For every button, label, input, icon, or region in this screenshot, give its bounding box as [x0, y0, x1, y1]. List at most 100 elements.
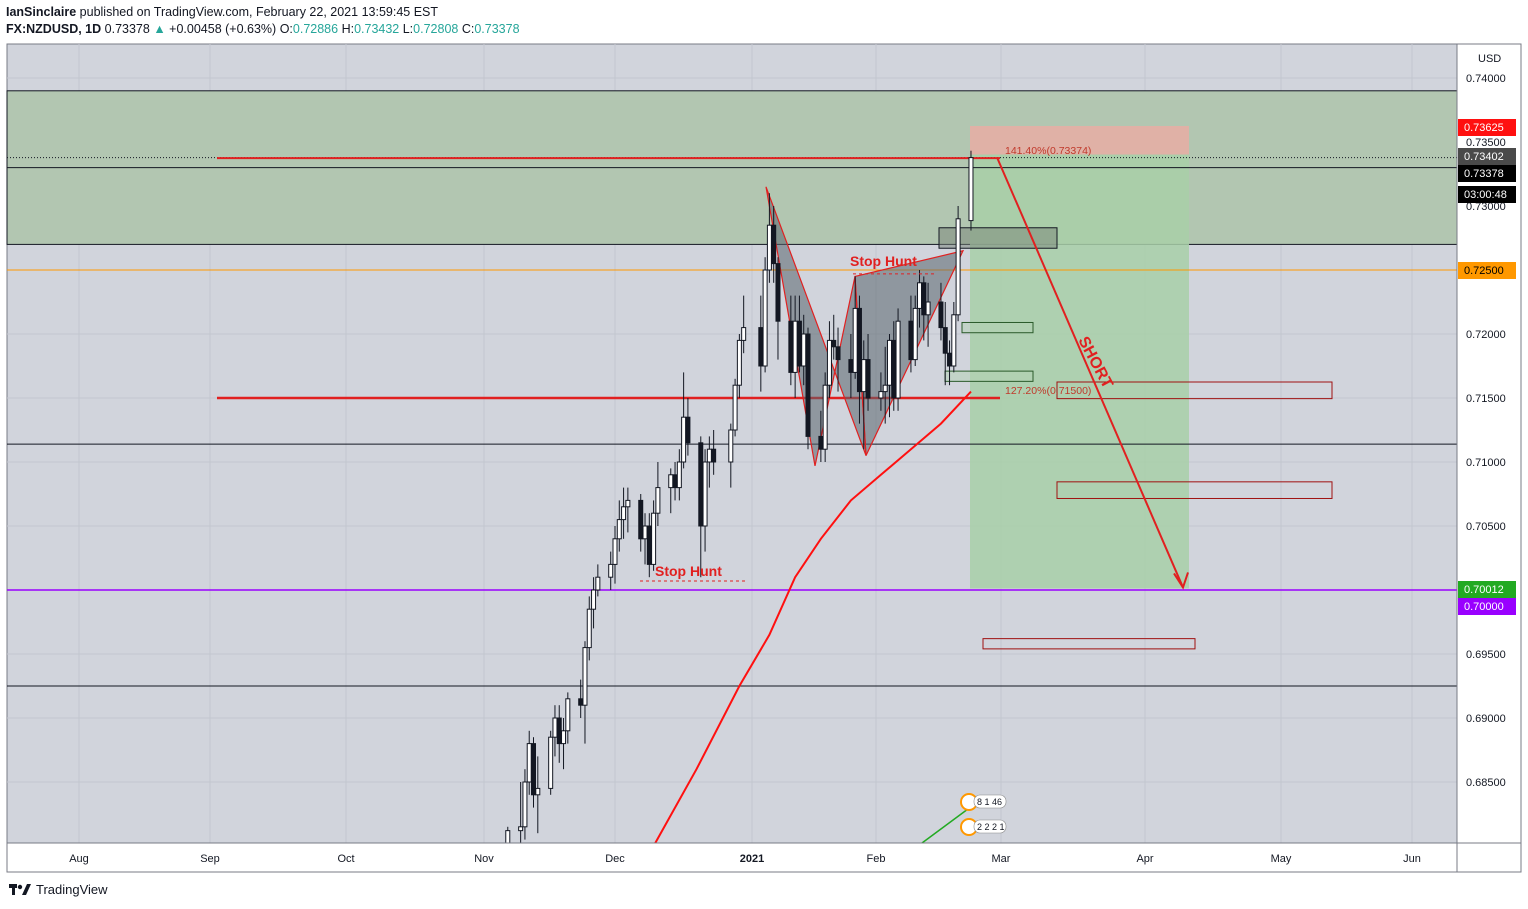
high-label: H:	[341, 22, 355, 36]
fib-1414-label: 141.40%(0.73374)	[1005, 145, 1091, 157]
high-value: 0.73432	[354, 22, 400, 36]
y-tick-label: 0.73000	[1466, 201, 1506, 213]
candle-body	[642, 525, 648, 540]
candle-body	[535, 787, 541, 796]
candle-body	[552, 717, 558, 738]
candle-body	[856, 307, 862, 393]
candle-body	[655, 487, 661, 514]
price-badge-bg	[1458, 165, 1516, 182]
y-tick-label: 0.69500	[1466, 649, 1506, 661]
price-badge-label: 0.72500	[1464, 265, 1504, 277]
price-badge-bg	[1458, 262, 1516, 279]
candle-body	[526, 743, 532, 783]
candle-body	[942, 327, 948, 354]
candle-body	[638, 499, 644, 540]
candle-body	[651, 512, 657, 565]
candle-body	[917, 282, 923, 309]
candle-body	[895, 320, 901, 399]
order-block-upper	[938, 227, 1058, 249]
tradingview-logo-icon	[9, 884, 31, 895]
publisher-name[interactable]: IanSinclaire	[6, 5, 77, 19]
candle-body	[766, 224, 772, 271]
publish-line: IanSinclaire published on TradingView.co…	[6, 4, 520, 21]
price-badge-label: 0.70000	[1464, 601, 1504, 613]
candle-body	[831, 339, 837, 348]
candle-body	[818, 435, 824, 450]
order-block-mid	[961, 321, 1034, 334]
candle-body	[531, 743, 537, 796]
close-label: C:	[461, 22, 475, 36]
moving-average-line	[652, 390, 972, 847]
candle-body	[882, 384, 888, 393]
candle-body	[938, 301, 944, 329]
candle-body	[771, 224, 777, 265]
chart-header: IanSinclaire published on TradingView.co…	[6, 4, 520, 38]
candle-body	[616, 519, 622, 540]
candle-body	[565, 698, 571, 732]
candle-body	[801, 333, 807, 367]
x-tick-label: Jun	[1403, 853, 1421, 865]
candle-body	[518, 826, 524, 832]
candle-body	[646, 525, 652, 565]
candle-body	[835, 346, 841, 361]
candle-body	[548, 736, 554, 789]
order-block-lower	[944, 370, 1034, 382]
candle-body	[625, 499, 631, 508]
y-tick-label: 0.70500	[1466, 521, 1506, 533]
candle-body	[805, 333, 811, 437]
tradingview-brand[interactable]: TradingView	[36, 881, 108, 897]
candle-body	[621, 506, 627, 521]
candles-group	[505, 150, 974, 859]
price-badge-bg	[1458, 598, 1516, 615]
x-tick-label: Mar	[992, 853, 1011, 865]
candle-body	[706, 448, 712, 463]
x-tick-label: 2021	[740, 853, 764, 865]
last-price: 0.73378	[104, 22, 150, 36]
candle-body	[676, 461, 682, 489]
candle-body	[796, 320, 802, 367]
candle-body	[852, 307, 858, 373]
stop-hunt-label-1: Stop Hunt	[850, 253, 917, 269]
candle-body	[711, 448, 717, 463]
price-badge-label: 0.70012	[1464, 584, 1504, 596]
candle-body	[865, 359, 871, 399]
price-badge-bg	[1458, 186, 1516, 203]
x-tick-label: Nov	[474, 853, 494, 865]
y-tick-label: 0.72000	[1466, 329, 1506, 341]
price-badge-bg	[1458, 148, 1516, 165]
low-value: 0.72808	[413, 22, 459, 36]
trend-line-bottom	[921, 805, 973, 844]
price-badge-bg	[1458, 119, 1516, 136]
candle-body	[556, 717, 562, 745]
candle-body	[886, 339, 892, 386]
candle-body	[848, 359, 854, 373]
candle-body	[826, 339, 832, 386]
x-tick-label: Sep	[200, 853, 220, 865]
candle-body	[947, 352, 953, 367]
candle-body	[968, 157, 974, 222]
candle-body	[822, 384, 828, 450]
event-badge-1: 8 1 46	[960, 793, 1007, 811]
candle-body	[591, 589, 597, 610]
candle-body	[741, 327, 747, 341]
event-badge-2-pill	[973, 819, 1007, 834]
y-tick-label: 0.69000	[1466, 713, 1506, 725]
candle-body	[685, 416, 691, 444]
candle-body	[681, 416, 687, 463]
symbol-label: FX:NZDUSD, 1D	[6, 22, 102, 36]
target-box-1	[1056, 381, 1333, 400]
published-text: published on TradingView.com, February 2…	[79, 5, 439, 19]
event-badge-2: 2 2 2 1	[960, 818, 1007, 836]
short-arrow-head	[1173, 572, 1189, 590]
candle-body	[736, 339, 742, 386]
open-value: 0.72886	[292, 22, 339, 36]
y-tick-label: 0.73500	[1466, 137, 1506, 149]
y-tick-label: 0.71500	[1466, 393, 1506, 405]
candle-body	[582, 647, 588, 706]
short-arrow	[996, 156, 1184, 588]
target-box-2	[1056, 481, 1333, 499]
candle-body	[698, 442, 704, 527]
price-badge-label: 0.73378	[1464, 168, 1504, 180]
candle-body	[612, 538, 618, 565]
